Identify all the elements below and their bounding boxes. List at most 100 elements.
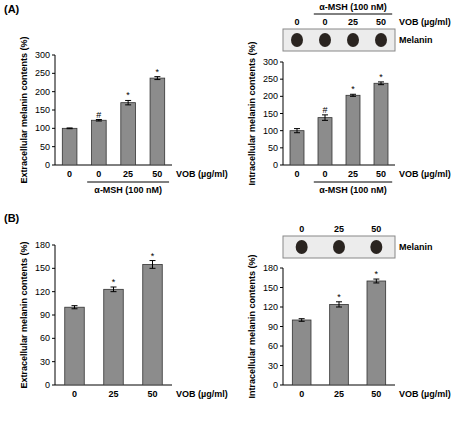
y-tick-label: 150 xyxy=(35,263,50,273)
error-line xyxy=(128,100,129,104)
x-tick-label: 25 xyxy=(348,169,358,179)
y-tick-label: 150 xyxy=(263,283,278,293)
x-tick-label: 25 xyxy=(108,389,118,399)
significance-mark: # xyxy=(96,110,101,120)
y-tick-label: 60 xyxy=(268,341,278,351)
x-tick-label: 25 xyxy=(123,169,133,179)
error-bar xyxy=(154,77,160,80)
y-tick-label: 250 xyxy=(35,68,50,78)
y-tick-label: 120 xyxy=(263,302,278,312)
error-bar xyxy=(67,127,73,129)
y-tick-label: 60 xyxy=(40,333,50,343)
error-cap xyxy=(294,128,300,129)
group-label: α-MSH (100 nM) xyxy=(319,185,387,195)
x-axis-title: VOB (µg/ml) xyxy=(176,389,228,399)
y-tick xyxy=(280,165,283,166)
bar xyxy=(104,289,124,385)
blot-axis-title: VOB (µg/ml) xyxy=(399,17,451,27)
y-tick-label: 0 xyxy=(273,160,278,170)
error-cap xyxy=(96,121,102,122)
bar xyxy=(290,131,304,165)
error-bar xyxy=(336,302,342,307)
y-tick-label: 150 xyxy=(35,105,50,115)
y-tick xyxy=(280,268,283,269)
error-line xyxy=(297,129,298,133)
error-cap xyxy=(111,291,117,292)
y-tick xyxy=(280,287,283,288)
significance-mark: * xyxy=(351,84,355,94)
bar xyxy=(330,304,349,385)
panel-label: (B) xyxy=(4,212,20,224)
y-tick xyxy=(52,55,55,56)
blot-spot xyxy=(347,33,359,47)
blot-spot xyxy=(319,33,331,47)
y-tick xyxy=(280,307,283,308)
significance-mark: * xyxy=(126,90,130,100)
y-tick-label: 120 xyxy=(35,287,50,297)
error-bar xyxy=(111,287,117,292)
y-tick xyxy=(52,91,55,92)
error-bar xyxy=(299,319,305,322)
error-cap xyxy=(67,128,73,129)
significance-mark: * xyxy=(151,251,155,261)
y-tick xyxy=(280,130,283,131)
error-bar xyxy=(322,115,328,120)
x-tick-label: 50 xyxy=(376,169,386,179)
y-tick-label: 0 xyxy=(45,380,50,390)
x-axis-title: VOB (µg/ml) xyxy=(176,169,228,179)
bar xyxy=(292,320,311,385)
significance-mark: * xyxy=(156,67,160,77)
x-tick-label: 50 xyxy=(152,169,162,179)
error-cap xyxy=(322,120,328,121)
y-tick xyxy=(280,365,283,366)
error-bar xyxy=(378,82,384,85)
error-cap xyxy=(350,96,356,97)
y-tick xyxy=(52,268,55,269)
error-bar xyxy=(72,306,78,309)
x-tick-label: 25 xyxy=(334,389,344,399)
bar xyxy=(62,128,77,165)
blot-spot xyxy=(291,33,303,47)
error-cap xyxy=(378,84,384,85)
significance-mark: * xyxy=(379,72,383,82)
bar xyxy=(346,95,360,165)
error-cap xyxy=(154,79,160,80)
blot-spot xyxy=(333,240,345,254)
significance-mark: * xyxy=(375,269,379,279)
y-tick xyxy=(52,110,55,111)
error-bar xyxy=(373,279,379,283)
blot-spot xyxy=(296,240,308,254)
significance-mark: * xyxy=(337,292,341,302)
x-tick-label: 0 xyxy=(67,169,72,179)
error-cap xyxy=(299,318,305,319)
chart-panel: 0306090120150180Intracellular melanin co… xyxy=(247,224,451,399)
y-tick-label: 150 xyxy=(263,109,278,119)
blot-label: Melanin xyxy=(399,242,433,252)
y-tick xyxy=(280,62,283,63)
y-tick xyxy=(52,146,55,147)
error-cap xyxy=(125,104,131,105)
y-tick-label: 50 xyxy=(40,142,50,152)
y-tick-label: 200 xyxy=(263,91,278,101)
blot: 02550Melanin xyxy=(283,224,433,258)
bar xyxy=(374,83,388,165)
error-line xyxy=(325,115,326,120)
bars xyxy=(65,261,163,385)
y-axis-title: Intracellular melanin contents (%) xyxy=(247,41,257,185)
blot-membrane xyxy=(283,236,395,258)
x-tick-label: 0 xyxy=(299,389,304,399)
blot: α-MSH (100 nM)002550VOB (µg/ml)Melanin xyxy=(283,2,451,51)
error-line xyxy=(152,261,153,269)
error-cap xyxy=(72,305,78,306)
y-axis-title: Extracellular melanin contents (%) xyxy=(19,241,29,388)
bar xyxy=(150,78,165,165)
error-cap xyxy=(150,268,156,269)
group-label: α-MSH (100 nM) xyxy=(94,185,162,195)
y-tick xyxy=(52,385,55,386)
x-axis-title: VOB (µg/ml) xyxy=(399,169,451,179)
error-bar xyxy=(96,120,102,121)
y-tick xyxy=(280,346,283,347)
y-tick-label: 90 xyxy=(268,322,278,332)
y-tick-label: 100 xyxy=(263,126,278,136)
error-cap xyxy=(294,132,300,133)
